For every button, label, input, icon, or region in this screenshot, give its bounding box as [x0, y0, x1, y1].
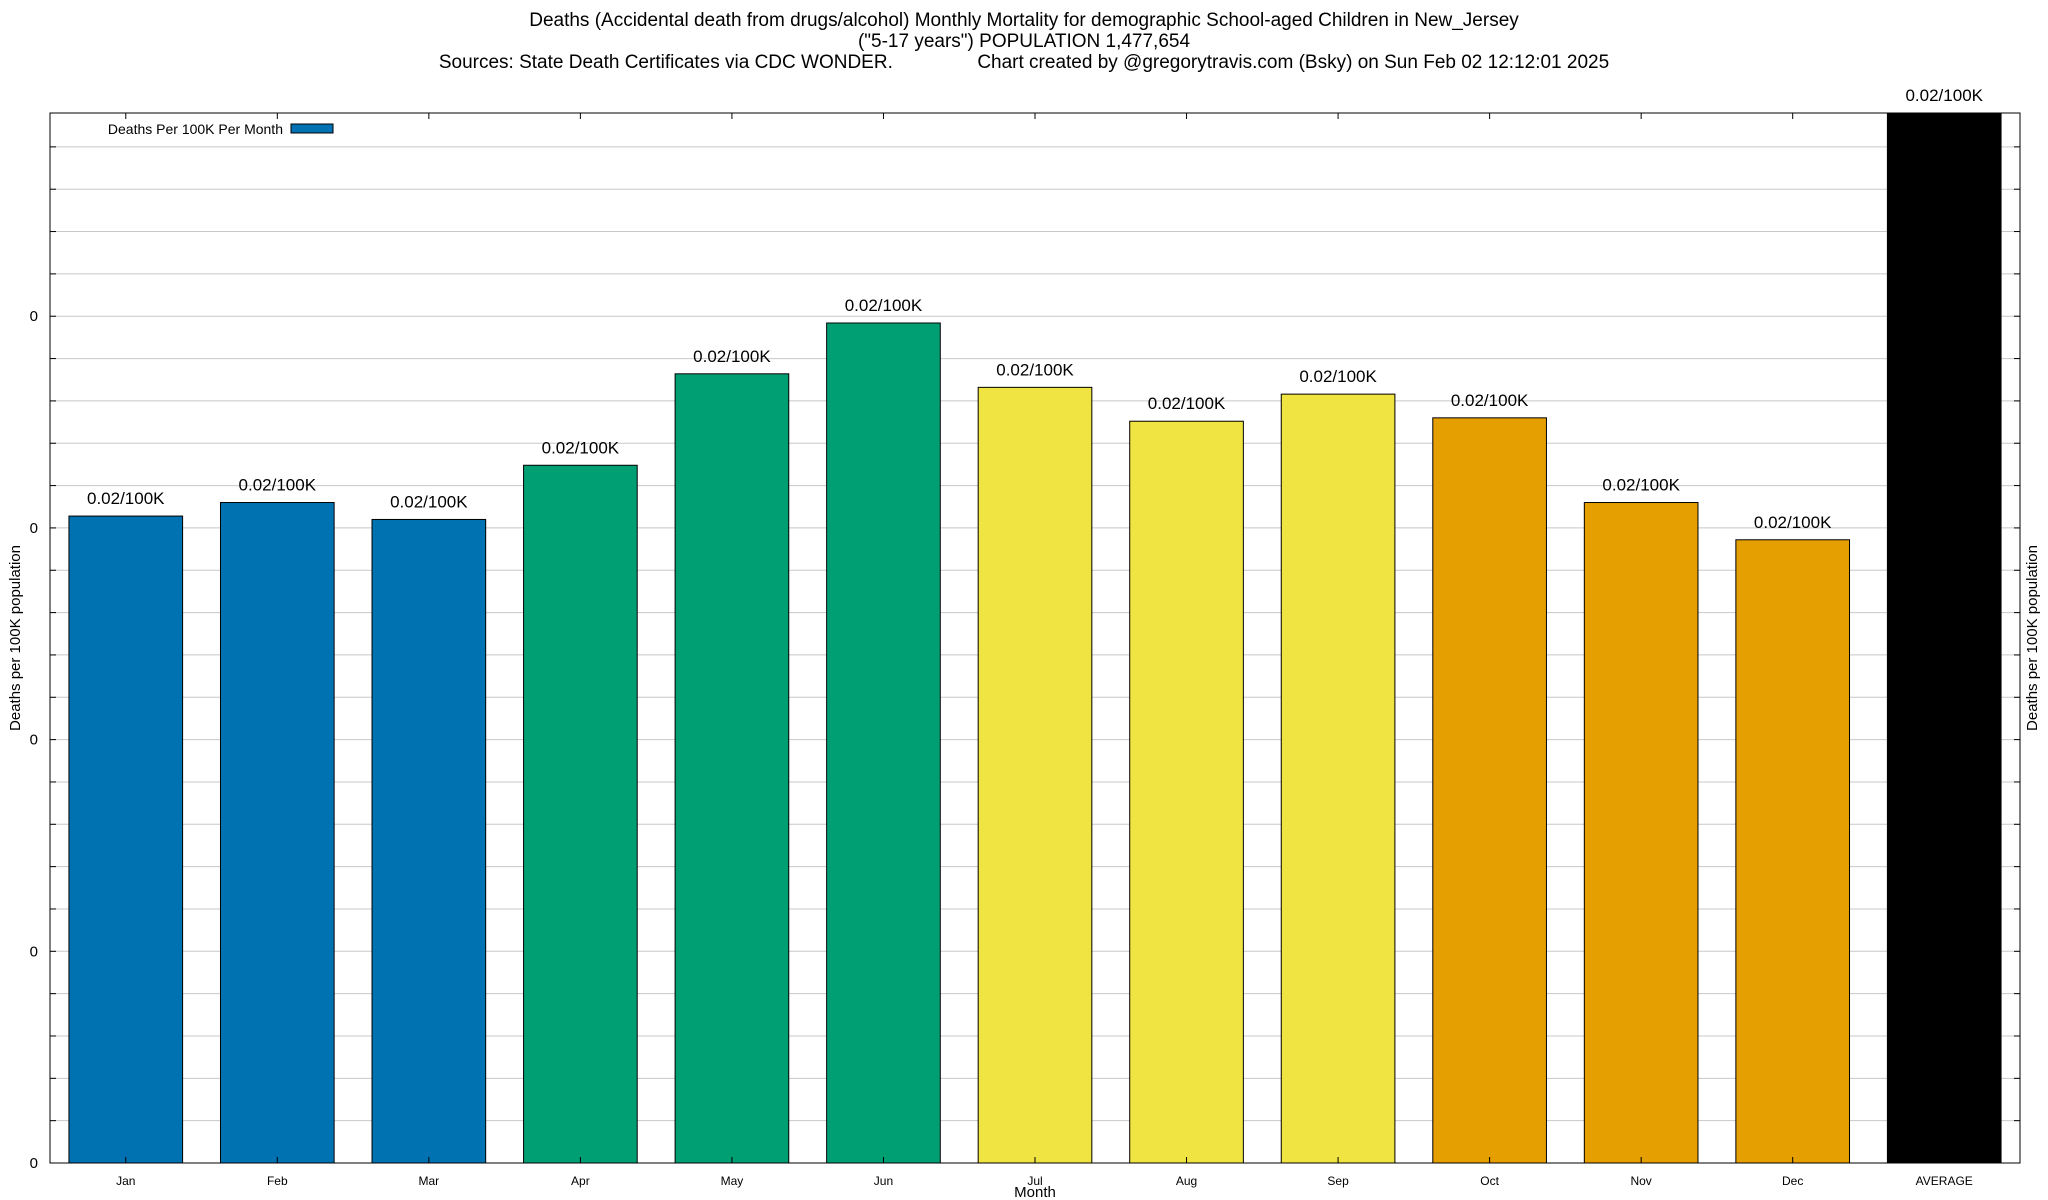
x-tick-label: Dec [1782, 1174, 1803, 1188]
bar-oct [1432, 417, 1547, 1164]
bar-value-label: 0.02/100K [1602, 476, 1680, 495]
x-tick-label: Mar [419, 1174, 440, 1188]
bar-jun [826, 322, 941, 1164]
x-tick-label: Jul [1027, 1174, 1042, 1188]
plot-frame [49, 112, 2021, 1164]
bar-value-label: 0.02/100K [693, 347, 771, 366]
bar-sep [1280, 393, 1396, 1164]
y-tick-label: 0 [30, 520, 38, 537]
bar-value-label: 0.02/100K [845, 296, 923, 315]
chart-sources: Sources: State Death Certificates via CD… [438, 52, 1610, 73]
x-tick-label: Apr [571, 1174, 590, 1188]
x-tick-label: Nov [1630, 1174, 1651, 1188]
x-tick-label: Jun [874, 1174, 893, 1188]
legend: Deaths Per 100K Per Month [108, 121, 334, 137]
bar-value-label: 0.02/100K [1299, 367, 1377, 386]
bar-value-label: 0.02/100K [239, 476, 317, 495]
x-tick-label: Jan [116, 1174, 135, 1188]
chart-subtitle: ("5-17 years") POPULATION 1,477,654 [857, 31, 1191, 52]
x-tick-label: Sep [1327, 1174, 1349, 1188]
x-tick-label: Aug [1176, 1174, 1197, 1188]
y-axis-label: Deaths per 100K population [7, 545, 24, 731]
x-tick-label: Feb [267, 1174, 288, 1188]
bar-value-label: 0.02/100K [1148, 394, 1226, 413]
bar-value-label: 0.02/100K [996, 360, 1074, 379]
y2-axis-label: Deaths per 100K population [2024, 545, 2041, 731]
bar-value-label: 0.02/100K [1451, 391, 1529, 410]
x-tick-labels: Jan Feb Mar Apr May Jun Jul Aug Sep Oct Nov Dec AVER… [116, 113, 1973, 1188]
bars [68, 112, 2002, 1164]
bar-value-label: 0.02/100K [87, 489, 165, 508]
y-tick-label: 0 [30, 732, 38, 749]
bar-dec [1735, 539, 1851, 1164]
x-tick-label: Oct [1480, 1174, 1499, 1188]
y-tick-label: 0 [30, 308, 38, 325]
chart-title: Deaths (Accidental death from drugs/alco… [529, 10, 1519, 31]
bar-feb [219, 502, 335, 1164]
y-tick-label: 0 [30, 1155, 38, 1172]
bar-may [674, 373, 790, 1164]
bar-value-label: 0.02/100K [542, 438, 620, 457]
bar-value-label: 0.02/100K [1905, 86, 1983, 105]
y-tick-labels: 0 0 0 0 0 [30, 308, 38, 1172]
legend-swatch [290, 123, 334, 134]
bar-value-label: 0.02/100K [390, 492, 468, 511]
bar-value-labels: 0.02/100K 0.02/100K 0.02/100K 0.02/100K 0.02… [87, 86, 1984, 532]
bar-jan [68, 515, 184, 1164]
bar-nov [1583, 502, 1699, 1164]
y-tick-label: 0 [30, 943, 38, 960]
bar-apr [523, 464, 638, 1164]
bar-jul [977, 386, 1093, 1164]
legend-label: Deaths Per 100K Per Month [108, 121, 283, 137]
x-tick-label: May [721, 1174, 744, 1188]
bar-aug [1129, 420, 1244, 1164]
bar-value-label: 0.02/100K [1754, 513, 1832, 532]
x-tick-label: AVERAGE [1916, 1174, 1973, 1188]
chart-title-block: Deaths (Accidental death from drugs/alco… [0, 10, 2048, 73]
bar-average [1886, 112, 2002, 1164]
bar-mar [371, 518, 487, 1164]
x-axis-label: Month [1014, 1184, 1056, 1200]
